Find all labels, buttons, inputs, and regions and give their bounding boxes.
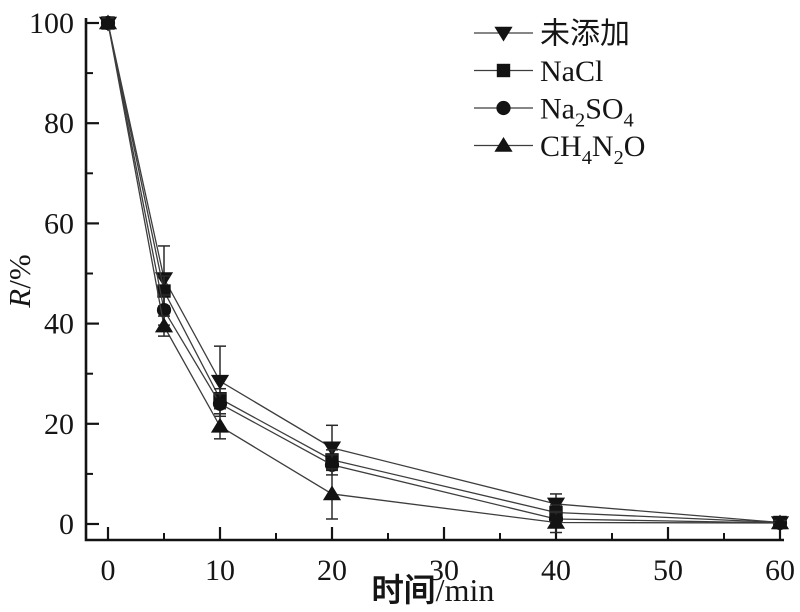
- y-tick-label: 40: [44, 308, 74, 341]
- y-axis-label: R/%: [2, 254, 37, 308]
- triangle-down-marker-未添加-x20: [322, 441, 342, 457]
- x-tick-label: 50: [653, 554, 683, 587]
- series-line-未添加: [107, 22, 781, 524]
- error-bars-NaCl: [102, 17, 786, 526]
- legend-item-CH4N2O: CH4N2O: [474, 130, 645, 169]
- triangle-down-legend-marker-icon: [494, 26, 513, 42]
- y-tick-label: 80: [44, 107, 74, 140]
- series-line-Na2SO4: [107, 22, 781, 524]
- markers-未添加: [98, 16, 790, 532]
- x-tick-label: 60: [765, 554, 795, 587]
- series-Na2SO4: [100, 15, 788, 531]
- legend-label-未添加: 未添加: [540, 18, 630, 51]
- series-未添加: [98, 16, 790, 532]
- error-bars-CH4N2O: [102, 17, 786, 534]
- triangle-up-marker-CH4N2O-x5: [154, 317, 174, 333]
- y-tick-label: 60: [44, 207, 74, 240]
- triangle-up-legend-marker-icon: [494, 136, 513, 152]
- triangle-up-marker-CH4N2O-x0: [98, 14, 118, 30]
- circle-legend-marker-icon: [496, 100, 511, 116]
- error-bars-未添加: [102, 17, 786, 526]
- x-tick-label: 20: [317, 554, 347, 587]
- circle-marker-Na2SO4-x5: [156, 302, 172, 318]
- legend-item-NaCl: NaCl: [474, 55, 603, 88]
- error-bars-Na2SO4: [102, 17, 786, 528]
- series-line-NaCl: [107, 22, 781, 524]
- y-tick-label: 100: [29, 7, 74, 40]
- square-legend-marker-icon: [496, 63, 511, 78]
- x-tick-label: 10: [205, 554, 235, 587]
- triangle-up-marker-CH4N2O-x20: [322, 485, 342, 501]
- markers-NaCl: [101, 16, 787, 530]
- series-NaCl: [101, 16, 787, 530]
- x-axis-label: 时间/min: [372, 572, 495, 608]
- x-axis: 0 10 20 30 40 50 60: [101, 527, 795, 587]
- y-tick-label: 0: [59, 508, 74, 541]
- legend-label-Na2SO4: Na2SO4: [540, 93, 634, 132]
- triangle-up-marker-CH4N2O-x10: [210, 417, 230, 433]
- legend-label-NaCl: NaCl: [540, 55, 603, 88]
- markers-Na2SO4: [100, 15, 788, 531]
- legend-item-Na2SO4: Na2SO4: [474, 93, 634, 132]
- axis-frame: [84, 18, 784, 542]
- y-axis: 0 20 40 60 80 100: [29, 7, 99, 541]
- series-line-CH4N2O: [107, 22, 781, 524]
- legend-label-CH4N2O: CH4N2O: [540, 130, 645, 169]
- triangle-up-marker-CH4N2O-x60: [770, 514, 790, 530]
- triangle-down-marker-未添加-x10: [210, 374, 230, 390]
- series-CH4N2O: [98, 14, 790, 534]
- y-tick-label: 20: [44, 408, 74, 441]
- triangle-up-marker-CH4N2O-x40: [546, 513, 566, 529]
- x-tick-label: 40: [541, 554, 571, 587]
- markers-CH4N2O: [98, 14, 790, 530]
- x-tick-label: 0: [101, 554, 116, 587]
- legend-item-未添加: 未添加: [474, 18, 630, 51]
- x-tick-label: 30: [429, 554, 459, 587]
- circle-marker-Na2SO4-x10: [212, 396, 228, 411]
